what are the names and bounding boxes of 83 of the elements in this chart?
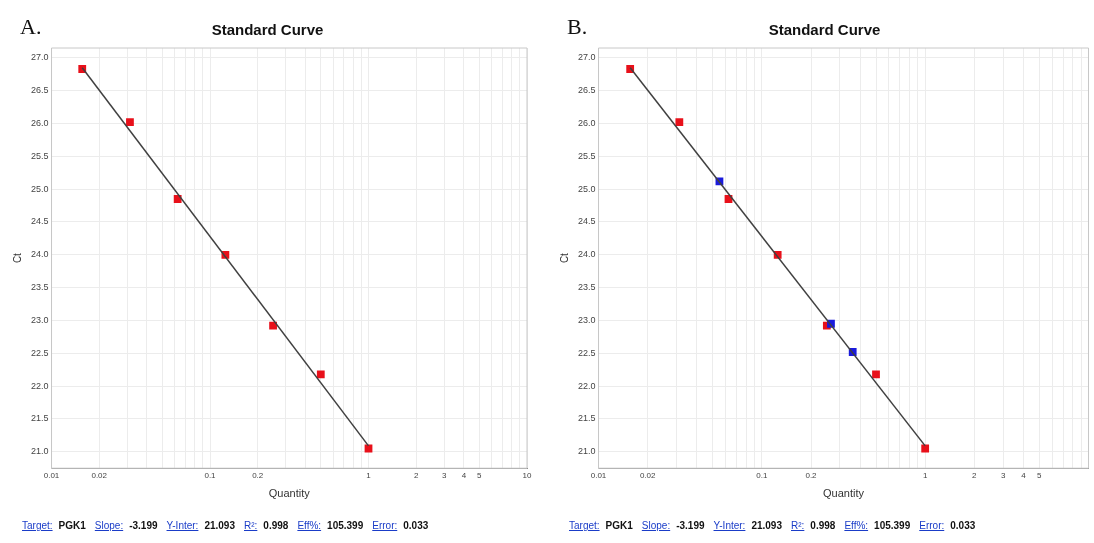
x-axis-title: Quantity: [268, 487, 311, 500]
text: R²:: [244, 520, 258, 531]
text: Slope:: [94, 520, 124, 531]
y-tick-label: 26.0: [30, 117, 49, 128]
x-tick-label: 0.2: [805, 471, 818, 481]
y-tick-label: 23.0: [577, 314, 596, 325]
text: 0.033: [950, 520, 976, 531]
x-tick-label: 0.02: [91, 471, 108, 481]
x-tick-label: 0.2: [252, 471, 264, 481]
point: [872, 370, 880, 379]
x-tick-label: 10: [522, 471, 532, 481]
x-tick-label: 5: [1037, 471, 1043, 481]
y-tick-label: 26.5: [30, 85, 49, 96]
y-tick-label: 21.5: [30, 413, 49, 424]
x-tick-label: 1: [922, 471, 928, 481]
y-tick-label: 22.5: [30, 347, 49, 358]
point: [921, 444, 930, 453]
x-tick-label: 5: [477, 471, 483, 481]
x-tick-label: 3: [441, 471, 447, 481]
y-tick-label: 24.5: [577, 216, 596, 227]
y-tick-label: 21.0: [30, 446, 49, 457]
point: [269, 321, 277, 330]
y-tick-label: 25.5: [30, 150, 49, 161]
point: [675, 118, 684, 127]
x-tick-label: 3: [1000, 471, 1006, 481]
chart-title: Standard Curve: [768, 21, 881, 39]
y-tick-label: 25.0: [30, 183, 49, 194]
y-tick-label: 25.5: [577, 150, 596, 161]
text: PGK1: [605, 520, 633, 531]
text: Error:: [919, 520, 945, 531]
x-tick-label: 1: [366, 471, 372, 481]
text: 105.399: [874, 520, 911, 531]
text: -3.199: [676, 520, 705, 531]
text: -3.199: [129, 520, 158, 531]
y-axis-title: Ct: [11, 252, 23, 264]
text: Y-Inter:: [166, 520, 199, 531]
text: Eff%:: [844, 520, 869, 531]
x-tick-label: 0.01: [43, 471, 60, 481]
y-tick-label: 24.0: [30, 249, 49, 260]
text: A.: [20, 14, 42, 40]
x-tick-label: 0.1: [204, 471, 217, 481]
y-tick-label: 21.0: [577, 446, 596, 457]
y-axis-title: Ct: [558, 252, 570, 264]
chart-title: Standard Curve: [211, 21, 324, 39]
point: [316, 370, 325, 379]
y-tick-label: 22.5: [577, 347, 596, 358]
text: 0.033: [403, 520, 429, 531]
y-tick-label: 27.0: [577, 52, 596, 63]
x-tick-label: 4: [1021, 471, 1027, 481]
x-tick-label: 4: [461, 471, 467, 481]
y-tick-label: 24.0: [577, 249, 596, 260]
point: [126, 118, 134, 127]
y-tick-label: 22.0: [30, 380, 49, 391]
text: Target:: [569, 520, 600, 531]
text: B.: [567, 14, 588, 40]
x-axis-title: Quantity: [823, 487, 865, 500]
text: 0.998: [810, 520, 836, 531]
y-tick-label: 26.5: [577, 85, 596, 96]
text: Eff%:: [297, 520, 322, 531]
x-tick-label: 2: [972, 471, 978, 481]
x-tick-label: 0.02: [639, 471, 657, 481]
text: Error:: [372, 520, 398, 531]
x-tick-label: 0.1: [756, 471, 768, 481]
y-tick-label: 23.5: [577, 282, 596, 293]
y-tick-label: 27.0: [30, 52, 49, 63]
y-tick-label: 26.0: [577, 117, 596, 128]
text: PGK1: [58, 520, 86, 531]
y-tick-label: 22.0: [577, 380, 596, 391]
y-tick-label: 23.5: [30, 282, 49, 293]
text: 21.093: [751, 520, 782, 531]
text: R²:: [791, 520, 805, 531]
y-tick-label: 23.0: [30, 314, 49, 325]
y-tick-label: 25.0: [577, 183, 596, 194]
x-tick-label: 2: [413, 471, 419, 481]
text: 0.998: [263, 520, 289, 531]
text: Slope:: [641, 520, 671, 531]
text: Target:: [22, 520, 53, 531]
text: 21.093: [204, 520, 235, 531]
y-tick-label: 24.5: [30, 216, 49, 227]
y-tick-label: 21.5: [577, 413, 596, 424]
x-tick-label: 0.01: [590, 471, 607, 481]
text: Y-Inter:: [713, 520, 746, 531]
text: 105.399: [327, 520, 364, 531]
